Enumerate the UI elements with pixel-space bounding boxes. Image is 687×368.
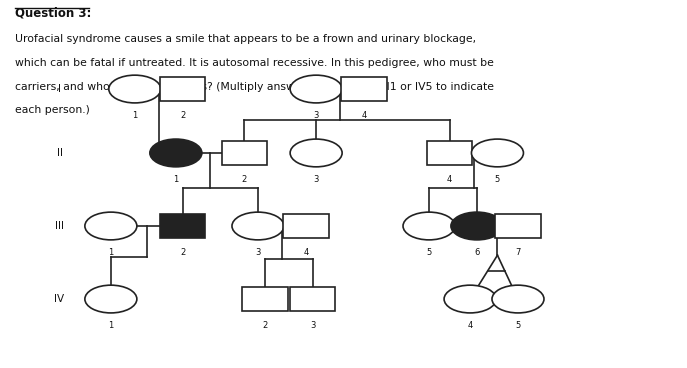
Text: 3: 3 <box>313 175 319 184</box>
Text: 3: 3 <box>256 248 260 257</box>
Bar <box>427 141 472 165</box>
Bar <box>283 214 328 238</box>
Bar <box>242 287 288 311</box>
Text: 4: 4 <box>467 321 473 330</box>
Bar <box>495 214 541 238</box>
Circle shape <box>444 285 496 313</box>
Circle shape <box>492 285 544 313</box>
Bar <box>221 141 267 165</box>
Text: carriers, and who might be carriers? (Multiply answers. You can use I1 or IV5 to: carriers, and who might be carriers? (Mu… <box>15 82 494 92</box>
Bar <box>290 287 335 311</box>
Text: 4: 4 <box>447 175 452 184</box>
Circle shape <box>290 75 342 103</box>
Text: 4: 4 <box>361 111 367 120</box>
Text: 2: 2 <box>180 111 185 120</box>
Text: 1: 1 <box>109 321 113 330</box>
Circle shape <box>150 139 202 167</box>
Text: 2: 2 <box>242 175 247 184</box>
Text: II: II <box>56 148 63 158</box>
Text: 1: 1 <box>109 248 113 257</box>
Circle shape <box>85 285 137 313</box>
Bar <box>160 77 205 101</box>
Text: IV: IV <box>54 294 65 304</box>
Text: 5: 5 <box>495 175 500 184</box>
Text: 5: 5 <box>515 321 521 330</box>
Circle shape <box>85 212 137 240</box>
Text: 7: 7 <box>515 248 521 257</box>
Circle shape <box>451 212 503 240</box>
Text: I: I <box>58 84 61 94</box>
Text: 1: 1 <box>132 111 137 120</box>
Text: III: III <box>55 221 64 231</box>
Text: Urofacial syndrome causes a smile that appears to be a frown and urinary blockag: Urofacial syndrome causes a smile that a… <box>15 34 476 44</box>
Text: 5: 5 <box>427 248 431 257</box>
Circle shape <box>232 212 284 240</box>
Text: 2: 2 <box>262 321 267 330</box>
Circle shape <box>471 139 523 167</box>
Text: Question 3:: Question 3: <box>15 7 91 20</box>
Text: 3: 3 <box>313 111 319 120</box>
Circle shape <box>403 212 455 240</box>
Text: 2: 2 <box>180 248 185 257</box>
Bar <box>341 77 387 101</box>
Circle shape <box>109 75 161 103</box>
Circle shape <box>290 139 342 167</box>
Bar <box>160 214 205 238</box>
Text: 1: 1 <box>173 175 179 184</box>
Text: each person.): each person.) <box>15 106 90 116</box>
Text: 6: 6 <box>474 248 480 257</box>
Text: which can be fatal if untreated. It is autosomal recessive. In this pedigree, wh: which can be fatal if untreated. It is a… <box>15 58 494 68</box>
Text: 3: 3 <box>310 321 315 330</box>
Text: 4: 4 <box>303 248 308 257</box>
